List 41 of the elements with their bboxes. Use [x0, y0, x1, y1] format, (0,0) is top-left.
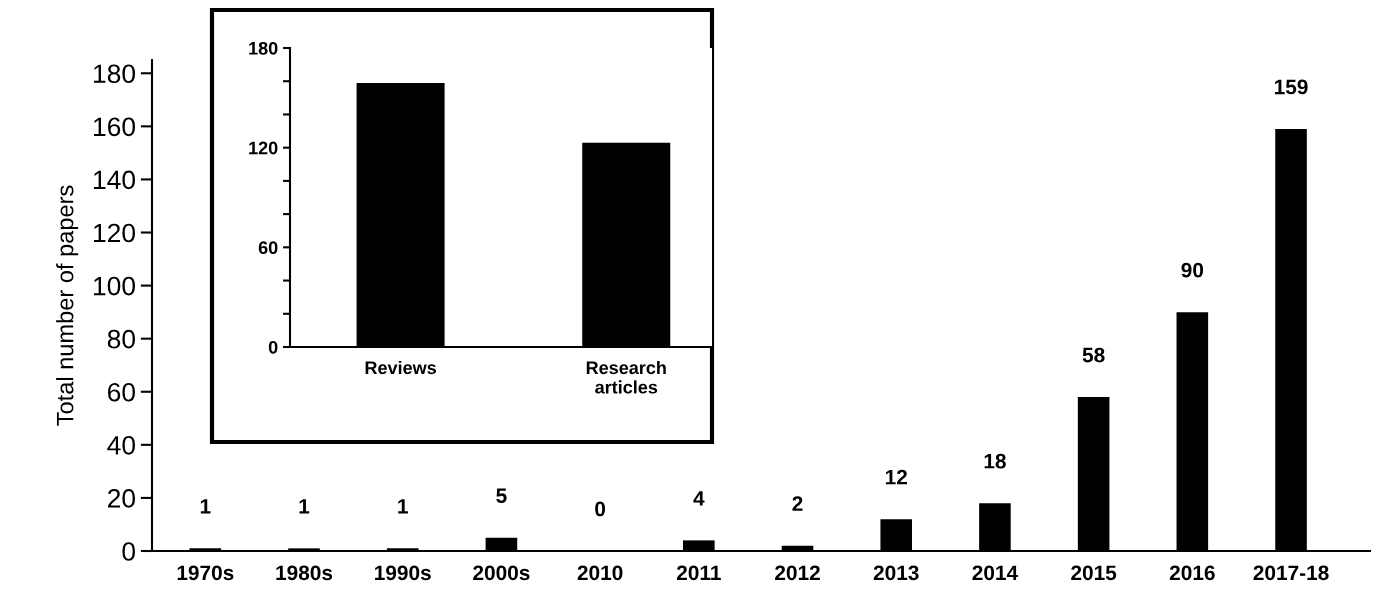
- data-label: 0: [595, 501, 606, 517]
- x-tick-label: Reviews: [365, 360, 436, 375]
- x-tick-label: 2014: [972, 565, 1018, 581]
- y-tick-label: 60: [258, 241, 278, 255]
- y-tick-label: 20: [108, 489, 135, 508]
- y-axis-title: Total number of papers: [56, 185, 79, 426]
- y-tick-label: 40: [107, 435, 135, 455]
- data-label: 58: [1082, 347, 1105, 363]
- x-tick-label: 2015: [1071, 565, 1117, 581]
- x-tick-label: 1990s: [375, 565, 431, 581]
- data-label: 1: [299, 499, 310, 514]
- data-label: 1: [398, 499, 408, 514]
- y-tick-label: 100: [94, 276, 135, 296]
- x-tick-label: 2016: [1169, 565, 1215, 581]
- y-tick-label: 120: [249, 141, 278, 155]
- y-tick-label: 80: [107, 329, 135, 349]
- data-label: 12: [885, 469, 907, 485]
- data-label: 90: [1181, 262, 1204, 278]
- y-tick-label: 180: [249, 41, 278, 55]
- x-tick-label: 2011: [676, 565, 721, 581]
- data-label: 18: [984, 453, 1006, 469]
- y-tick-label: 0: [268, 340, 278, 354]
- x-tick-label: 2012: [775, 565, 820, 581]
- y-tick-label: 180: [94, 64, 135, 84]
- y-tick-label: 120: [94, 223, 135, 243]
- data-label: 1: [200, 499, 211, 514]
- x-tick-label: 1970s: [177, 565, 234, 581]
- x-tick-label: 2017-18: [1253, 565, 1329, 581]
- x-tick-label: 2013: [873, 565, 919, 581]
- data-label: 159: [1274, 79, 1308, 95]
- x-tick-label: 2010: [577, 565, 623, 581]
- data-label: 5: [496, 488, 507, 504]
- y-tick-label: 60: [108, 382, 135, 402]
- data-label: 2: [792, 496, 803, 511]
- x-tick-label: 2000s: [473, 565, 530, 581]
- y-tick-label: 0: [122, 542, 135, 561]
- x-tick-label: 1980s: [276, 565, 333, 581]
- x-tick-label: Research articles: [586, 360, 666, 394]
- data-label: 4: [693, 491, 705, 506]
- y-tick-label: 140: [94, 170, 135, 190]
- y-tick-label: 160: [94, 117, 135, 137]
